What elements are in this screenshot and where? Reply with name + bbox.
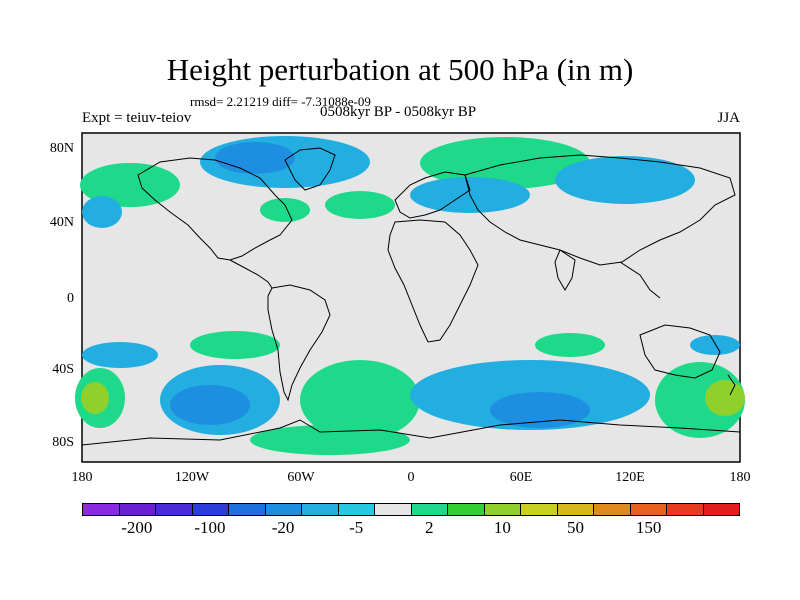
coast-south-america (267, 284, 331, 402)
field-pacific-negative (82, 196, 122, 228)
coast-central-america (229, 259, 273, 289)
colorbar-swatch (521, 504, 558, 515)
lat-tick-label: 0 (67, 291, 74, 306)
season-label: JJA (717, 110, 740, 126)
lat-tick-label: 80N (50, 141, 74, 156)
colorbar-swatch (83, 504, 120, 515)
field-sh-pacific-neg (82, 342, 158, 368)
coast-europe (394, 171, 471, 219)
coast-new-zealand (727, 374, 736, 396)
colorbar-swatch (265, 504, 302, 515)
colorbar (82, 503, 740, 516)
lon-tick-label: 60W (287, 470, 315, 485)
colorbar-label: 50 (567, 518, 584, 537)
colorbar-swatch (630, 504, 667, 515)
colorbar-swatch (119, 504, 156, 515)
field-sh-pacific-pos (190, 331, 280, 359)
field-dateline-pos-strong (81, 382, 109, 414)
lon-tick-label: 180 (730, 470, 751, 485)
colorbar-swatch (594, 504, 631, 515)
coast-india (554, 249, 576, 291)
field-new-zealand-pos-strong (705, 380, 745, 416)
field-siberia-negative (555, 156, 695, 204)
field-indian-ocean-neg-core (490, 392, 590, 428)
coast-antarctica (81, 419, 741, 446)
coast-southeast-asia (619, 261, 661, 299)
colorbar-swatch (192, 504, 229, 515)
colorbar-label: 10 (493, 518, 511, 537)
lon-tick-label: 120E (615, 470, 645, 485)
colorbar-label: -100 (194, 518, 226, 537)
colorbar-swatch (338, 504, 375, 515)
colorbar-label: 2 (425, 518, 434, 537)
field-east-us (260, 198, 310, 222)
coast-africa (387, 219, 479, 343)
field-sh-pacific-neg-core (170, 385, 250, 425)
field-atlantic-positive (325, 191, 395, 219)
longitude-axis: 180 120W 60W 0 60E 120E 180 (72, 470, 751, 485)
lon-tick-label: 180 (72, 470, 93, 485)
lat-tick-label: 40N (50, 215, 74, 230)
lat-tick-label: 40S (52, 362, 74, 377)
lat-tick-label: 80S (52, 435, 74, 450)
colorbar-swatch (229, 504, 266, 515)
colorbar-label: 150 (635, 518, 662, 537)
colorbar-swatch (375, 504, 412, 515)
period-label: 0508kyr BP - 0508kyr BP (320, 104, 477, 120)
colorbar-swatch (667, 504, 704, 515)
colorbar-swatch (411, 504, 448, 515)
lon-tick-label: 120W (175, 470, 210, 485)
field-australia-neg (690, 335, 740, 355)
coastlines (81, 147, 741, 446)
colorbar-swatch (557, 504, 594, 515)
colorbar-label: -5 (349, 518, 364, 537)
coast-north-america (137, 157, 293, 261)
coast-asia (464, 154, 736, 266)
field-greenland-core (215, 142, 295, 174)
lon-tick-label: 0 (408, 470, 415, 485)
colorbar-label: -20 (271, 518, 295, 537)
colorbar-swatch (484, 504, 521, 515)
colorbar-swatch (302, 504, 339, 515)
colorbar-swatch (156, 504, 193, 515)
field-sh-atlantic-pos (300, 360, 420, 440)
lon-tick-label: 60E (510, 470, 533, 485)
plot-subtitle: rmsd= 2.21219 diff= -7.31088e-09 (190, 94, 371, 109)
field-antarctic-pos (250, 425, 410, 455)
anomaly-fields (75, 136, 745, 455)
colorbar-label: -200 (121, 518, 153, 537)
field-pacific-positive (80, 163, 180, 207)
plot-title: Height perturbation at 500 hPa (in m) (166, 52, 634, 87)
latitude-axis: 80N 40N 0 40S 80S (50, 141, 74, 450)
coast-australia (639, 324, 721, 379)
map-panel: 80N 40N 0 40S 80S 180 120W 60W 0 60E 120… (50, 132, 751, 485)
field-sh-indian-pos (535, 333, 605, 357)
colorbar-swatch (448, 504, 485, 515)
colorbar-swatch (703, 504, 739, 515)
coast-greenland (284, 147, 336, 191)
experiment-label: Expt = teiuv-teiov (82, 110, 192, 126)
field-europe-positive (420, 137, 590, 189)
